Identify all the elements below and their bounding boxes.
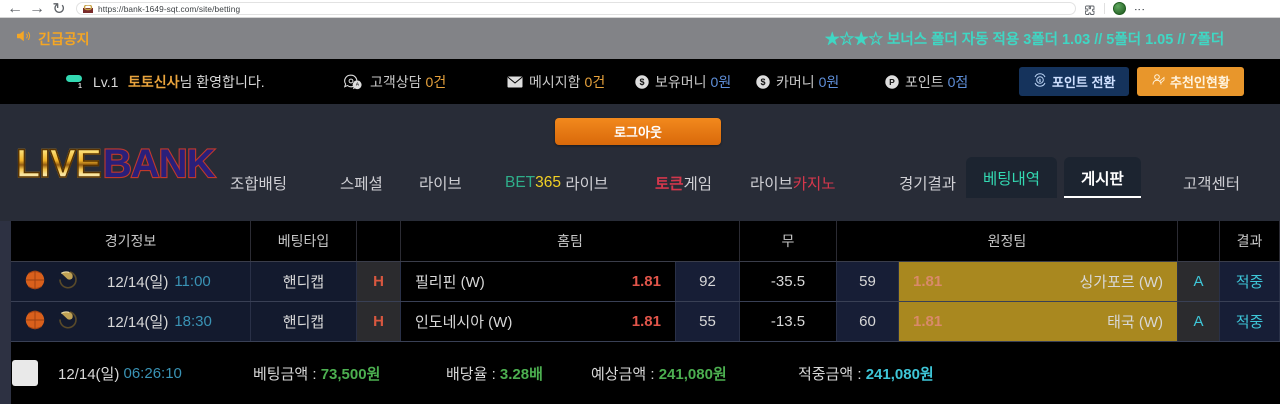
svg-text:$: $	[1039, 78, 1042, 83]
svg-text:P: P	[889, 77, 895, 87]
svg-text:$: $	[639, 77, 644, 87]
svg-text:$: $	[760, 77, 765, 87]
svg-text:1: 1	[78, 83, 82, 90]
